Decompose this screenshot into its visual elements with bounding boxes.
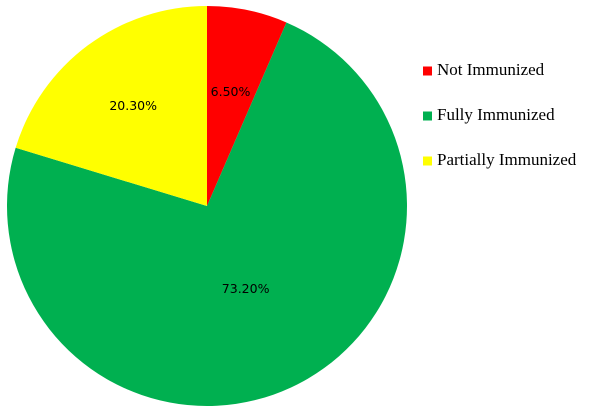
legend-label-fully-immunized: Fully Immunized	[437, 105, 555, 124]
pie-data-labels: 6.50% 73.20% 20.30%	[109, 84, 269, 296]
legend-label-not-immunized: Not Immunized	[437, 60, 545, 79]
pie-slice-partially-immunized	[15, 6, 207, 206]
legend-swatch-fully-immunized	[423, 111, 432, 121]
legend-label-partially-immunized: Partially Immunized	[437, 150, 577, 169]
legend: Not Immunized Fully Immunized Partially Im…	[423, 60, 577, 169]
pie-slices	[6, 6, 407, 406]
pie-slice-fully-immunized	[6, 22, 407, 406]
data-label-fully-immunized: 73.20%	[222, 281, 270, 296]
legend-swatch-not-immunized	[423, 66, 432, 76]
pie-slice-not-immunized	[207, 6, 287, 206]
data-label-not-immunized: 6.50%	[211, 84, 251, 99]
data-label-partially-immunized: 20.30%	[109, 98, 157, 113]
legend-swatch-partially-immunized	[423, 156, 432, 166]
